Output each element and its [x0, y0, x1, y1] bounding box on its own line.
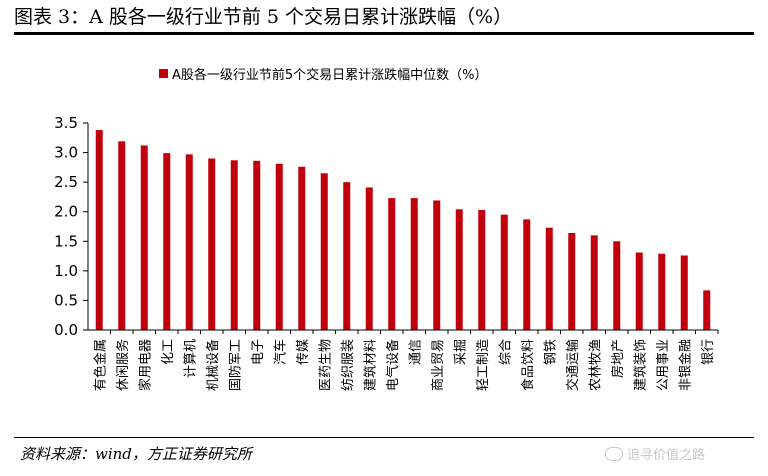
bar	[95, 130, 103, 330]
legend-swatch	[159, 69, 168, 78]
x-tick-label: 汽车	[272, 339, 288, 365]
watermark: 追寻价值之路	[605, 444, 705, 463]
bar	[298, 166, 306, 330]
x-tick-label: 机械设备	[205, 339, 221, 391]
wechat-icon	[605, 447, 623, 461]
bar	[613, 241, 621, 330]
x-tick-label: 有色金属	[92, 339, 108, 391]
bar	[275, 163, 283, 330]
bar	[230, 160, 238, 330]
bars	[95, 130, 711, 330]
x-tick-label: 公用事业	[656, 339, 671, 391]
chart-legend: A股各一级行业节前5个交易日累计涨跌幅中位数（%）	[159, 67, 488, 83]
y-tick-label: 0.5	[54, 291, 78, 309]
bar	[703, 290, 711, 330]
x-tick-label: 医药生物	[318, 339, 333, 391]
x-axis: 有色金属 休闲服务 家用电器 化工 计算机 机械设备 国防军工 电子 汽车 传媒 医药生物 纺织服装建…	[88, 329, 719, 391]
bar	[118, 141, 126, 330]
bar	[433, 200, 441, 330]
y-axis: 0.0 0.5 1.0 1.5 2.0 2.5 3.0 3.5	[54, 114, 89, 339]
bar	[365, 187, 373, 330]
bar	[635, 252, 643, 330]
x-tick-label: 建筑材料	[362, 339, 378, 391]
y-tick-label: 3.5	[54, 114, 78, 132]
bar	[478, 209, 486, 330]
x-tick-label: 化工	[161, 339, 176, 365]
bar	[590, 235, 598, 330]
bar	[140, 145, 148, 330]
watermark-text: 追寻价值之路	[627, 448, 706, 463]
bar	[208, 158, 216, 330]
figure-title: 图表 3：A 股各一级行业节前 5 个交易日累计涨跌幅（%）	[14, 6, 513, 28]
legend-label: A股各一级行业节前5个交易日累计涨跌幅中位数（%）	[172, 67, 488, 83]
x-tick-label: 国防军工	[227, 339, 243, 391]
y-tick-label: 2.0	[54, 203, 78, 221]
x-tick-label: 农林牧渔	[588, 339, 603, 391]
x-tick-label: 非银金融	[677, 339, 693, 391]
x-tick-label: 家用电器	[137, 339, 153, 391]
x-tick-label: 交通运输	[565, 339, 581, 391]
bar	[388, 198, 396, 330]
x-tick-label: 电子	[251, 339, 266, 365]
x-tick-label: 传媒	[296, 339, 311, 365]
bar	[523, 219, 531, 330]
x-tick-label: 轻工制造	[476, 339, 491, 391]
x-tick-label: 银行	[701, 339, 716, 365]
x-tick-label: 房地产	[610, 339, 626, 378]
bar	[163, 153, 171, 330]
x-tick-label: 电气设备	[385, 339, 401, 391]
bar	[253, 160, 261, 330]
bar	[185, 154, 193, 330]
bar	[545, 227, 553, 330]
bar	[320, 173, 328, 330]
bar	[680, 255, 688, 330]
x-tick-label: 商业贸易	[431, 339, 446, 391]
bar	[343, 182, 351, 330]
y-tick-label: 1.0	[54, 262, 78, 280]
source-note: 资料来源：wind，方正证券研究所	[20, 445, 252, 463]
bar	[658, 253, 666, 330]
bar	[500, 214, 508, 330]
y-tick-label: 1.5	[54, 232, 78, 250]
x-tick-label: 综合	[498, 339, 513, 365]
x-tick-label: 纺织服装	[341, 339, 356, 391]
x-tick-label: 采掘	[453, 339, 468, 365]
source-rule	[14, 437, 754, 438]
y-tick-label: 0.0	[54, 321, 78, 339]
x-tick-label: 钢铁	[543, 339, 558, 365]
x-tick-label: 休闲服务	[115, 339, 131, 391]
x-tick-label: 建筑装饰	[632, 339, 648, 391]
x-tick-label: 通信	[408, 339, 423, 365]
title-rule	[14, 32, 754, 35]
bar	[455, 209, 463, 330]
bar	[410, 198, 418, 330]
y-tick-label: 2.5	[54, 173, 78, 191]
y-tick-label: 3.0	[54, 144, 78, 162]
bar	[568, 233, 576, 330]
x-tick-label: 计算机	[183, 339, 198, 378]
x-tick-label: 食品饮料	[520, 339, 536, 391]
